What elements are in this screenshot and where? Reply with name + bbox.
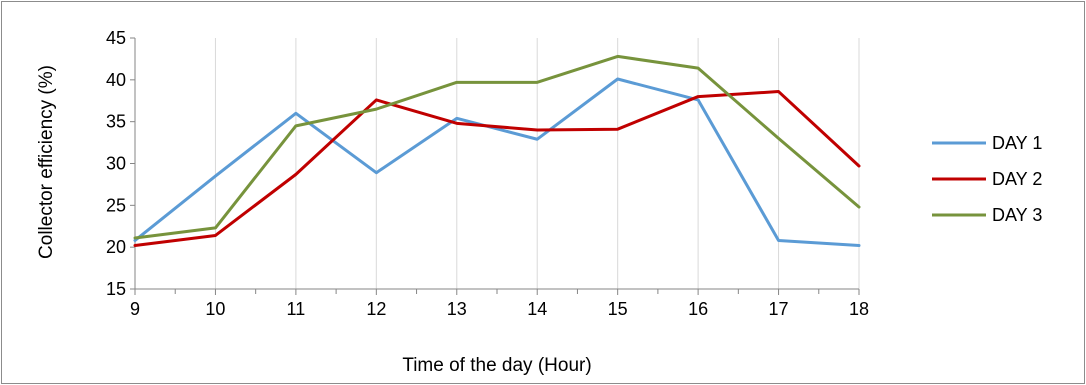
x-tick-label: 14	[527, 299, 547, 319]
x-tick-label: 13	[447, 299, 467, 319]
series-lines	[133, 54, 861, 247]
y-tick-label: 45	[106, 28, 126, 48]
legend-label-day-1: DAY 1	[992, 133, 1042, 153]
y-axis-ticks: 15 20 25 30 35 40 45	[106, 28, 135, 299]
y-axis-title: Collector efficiency (%)	[36, 65, 57, 259]
y-tick-label: 40	[106, 70, 126, 90]
x-tick-label: 10	[205, 299, 225, 319]
vertical-gridlines	[214, 38, 860, 289]
y-tick-label: 20	[106, 237, 126, 257]
y-tick-label: 30	[106, 154, 126, 174]
x-tick-label: 9	[130, 299, 140, 319]
x-tick-label: 15	[608, 299, 628, 319]
series-line-day-1	[133, 77, 861, 247]
legend-label-day-2: DAY 2	[992, 169, 1042, 189]
legend-label-day-3: DAY 3	[992, 205, 1042, 225]
y-tick-label: 15	[106, 279, 126, 299]
x-tick-label: 12	[366, 299, 386, 319]
x-axis-ticks: 9 10 11 12 13 14 15 16 17 18	[130, 289, 869, 319]
series-line-day-2	[133, 90, 861, 247]
x-tick-label: 11	[287, 299, 306, 319]
x-axis-title: Time of the day (Hour)	[402, 355, 591, 376]
x-tick-label: 18	[849, 299, 869, 319]
y-tick-label: 35	[106, 112, 126, 132]
legend: DAY 1 DAY 2 DAY 3	[932, 133, 1042, 225]
y-tick-label: 25	[106, 195, 126, 215]
x-tick-label: 17	[769, 299, 789, 319]
series-line-day-3	[133, 54, 861, 240]
axes	[134, 38, 859, 290]
x-tick-label: 16	[688, 299, 708, 319]
